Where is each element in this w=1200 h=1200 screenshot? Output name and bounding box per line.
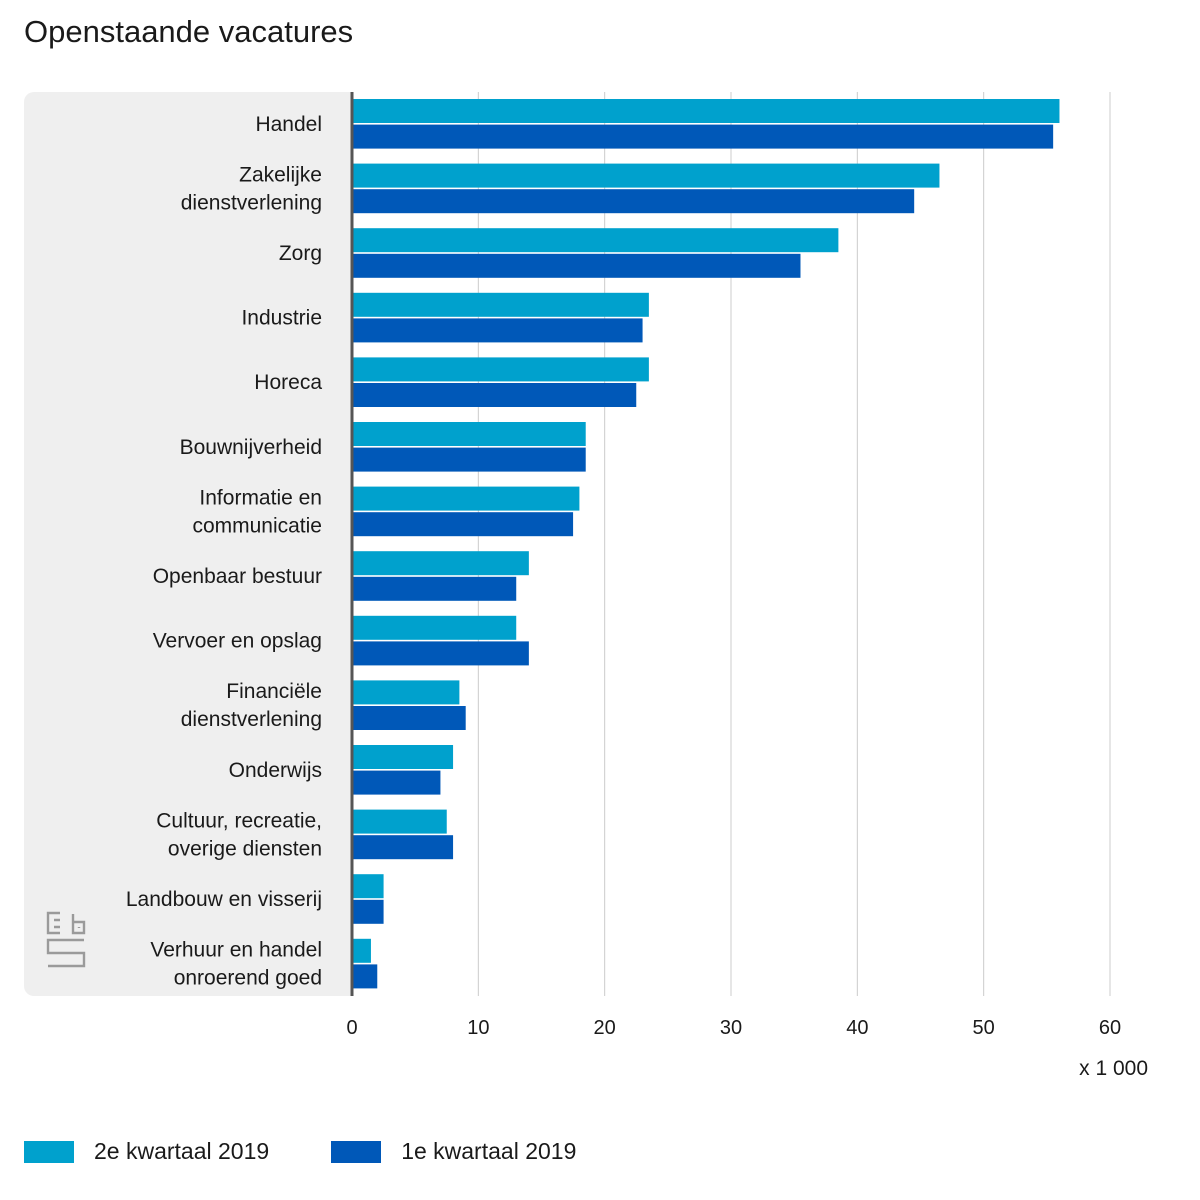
x-tick-label: 50 bbox=[973, 1017, 995, 1039]
bars bbox=[352, 99, 1060, 989]
bar bbox=[352, 809, 447, 834]
legend-label: 1e kwartaal 2019 bbox=[401, 1138, 577, 1164]
bar bbox=[352, 253, 801, 278]
plot-background bbox=[352, 92, 1136, 996]
bar bbox=[352, 422, 586, 446]
chart-title: Openstaande vacatures bbox=[24, 14, 354, 49]
bar bbox=[352, 899, 384, 924]
category-label: Industrie bbox=[241, 307, 322, 330]
bar bbox=[352, 189, 915, 214]
bar bbox=[352, 615, 517, 640]
cbs-logo-icon bbox=[46, 911, 86, 968]
x-tick-label: 0 bbox=[346, 1017, 357, 1039]
category-label: Handel bbox=[255, 113, 322, 136]
category-label: Financiële dienstverlening bbox=[181, 680, 322, 731]
legend: 2e kwartaal 2019 1e kwartaal 2019 bbox=[24, 1138, 638, 1165]
bar bbox=[352, 874, 384, 899]
category-label: Verhuur en handel onroerend goed bbox=[150, 939, 322, 990]
bar bbox=[352, 383, 637, 407]
bar bbox=[352, 99, 1060, 123]
bar bbox=[352, 576, 517, 601]
category-label: Informatie en communicatie bbox=[192, 486, 322, 537]
category-label: Bouwnijverheid bbox=[180, 436, 322, 459]
bar bbox=[352, 486, 580, 511]
category-label: Cultuur, recreatie, overige diensten bbox=[156, 809, 322, 860]
category-label: Onderwijs bbox=[229, 759, 322, 782]
bar bbox=[352, 938, 371, 963]
bar bbox=[352, 163, 940, 188]
category-label: Openbaar bestuur bbox=[153, 565, 322, 588]
bar bbox=[352, 770, 441, 795]
legend-item-q1-2019[interactable]: 1e kwartaal 2019 bbox=[331, 1138, 576, 1165]
category-label: Zorg bbox=[279, 242, 322, 265]
bar bbox=[352, 964, 378, 989]
x-tick-label: 30 bbox=[720, 1017, 742, 1039]
category-label: Zakelijke dienstverlening bbox=[181, 163, 322, 214]
legend-item-q2-2019[interactable]: 2e kwartaal 2019 bbox=[24, 1138, 269, 1165]
grid-lines bbox=[477, 92, 1111, 996]
bar bbox=[352, 835, 454, 860]
x-tick-label: 10 bbox=[467, 1017, 489, 1039]
bar bbox=[352, 745, 454, 769]
category-label: Landbouw en visserij bbox=[126, 888, 322, 911]
x-tick-label: 40 bbox=[846, 1017, 868, 1039]
legend-label: 2e kwartaal 2019 bbox=[94, 1138, 270, 1164]
x-tick-label: 60 bbox=[1099, 1017, 1121, 1039]
x-tick-labels: 0 10 20 30 40 50 60 bbox=[346, 1017, 1121, 1039]
bar bbox=[352, 357, 649, 382]
bar bbox=[352, 292, 649, 317]
bar bbox=[352, 512, 574, 537]
bar bbox=[352, 680, 460, 705]
bar bbox=[352, 641, 529, 666]
bar bbox=[352, 706, 466, 730]
bar bbox=[352, 318, 643, 343]
bar bbox=[352, 551, 529, 576]
category-label: Vervoer en opslag bbox=[153, 630, 322, 653]
category-labels: Handel Zakelijke dienstverlening Zorg Indust… bbox=[126, 113, 322, 990]
bar bbox=[352, 447, 586, 472]
bar bbox=[352, 228, 839, 253]
bar bbox=[352, 124, 1054, 149]
legend-swatch bbox=[331, 1140, 382, 1163]
x-tick-label: 20 bbox=[594, 1017, 616, 1039]
x-axis-unit-label: x 1 000 bbox=[1079, 1057, 1148, 1080]
legend-swatch bbox=[24, 1140, 74, 1163]
category-label: Horeca bbox=[254, 371, 322, 394]
